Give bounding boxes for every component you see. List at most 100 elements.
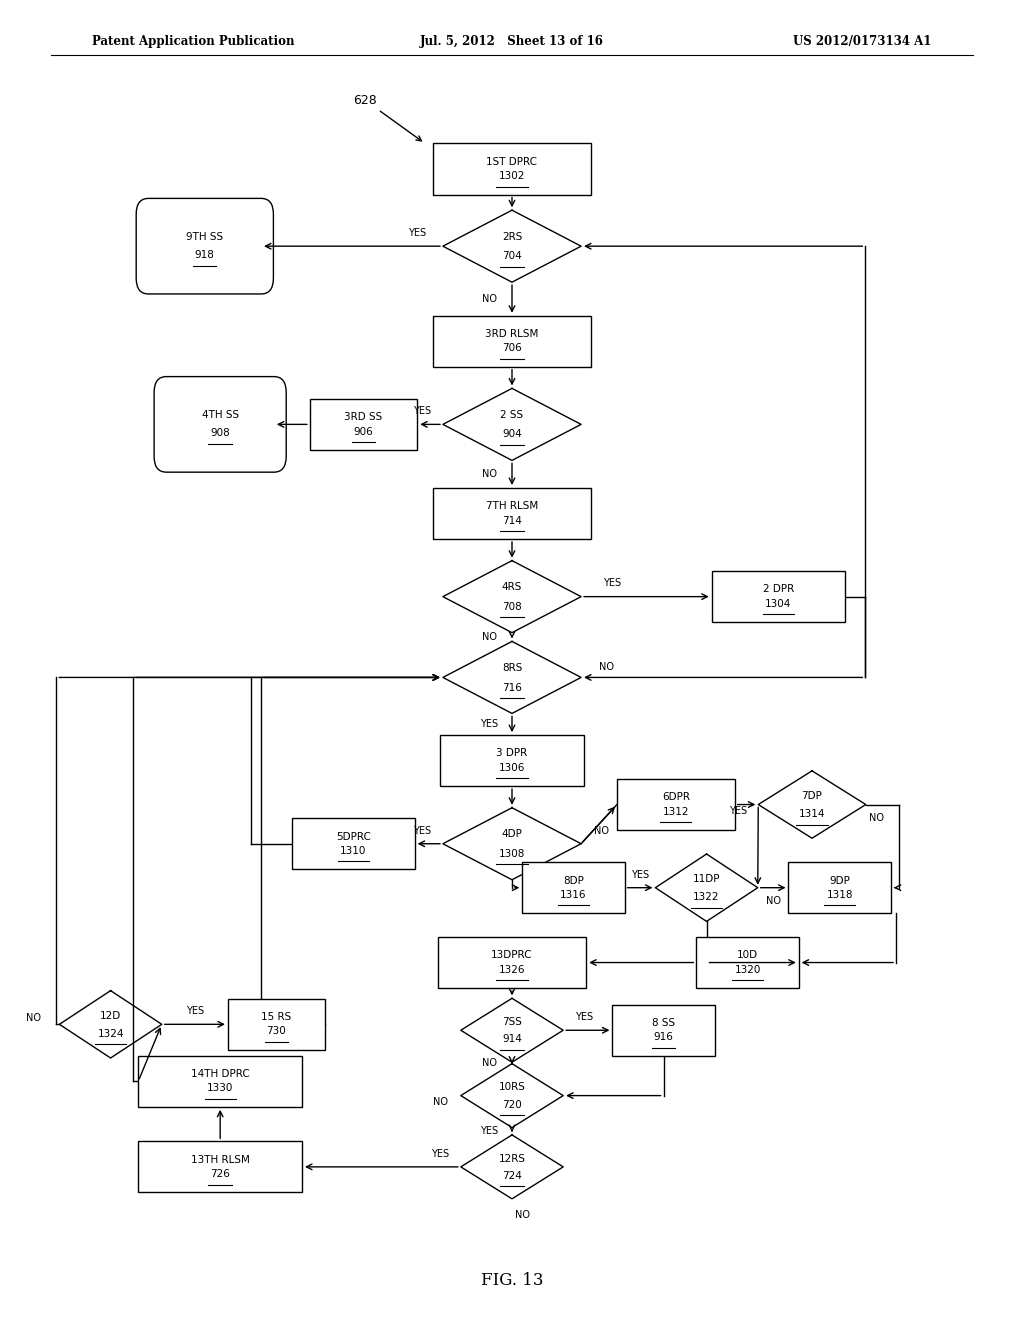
Bar — [432, 488, 592, 539]
Text: 726: 726 — [210, 1170, 230, 1179]
Text: FIG. 13: FIG. 13 — [480, 1272, 544, 1288]
Text: NO: NO — [766, 896, 780, 906]
Text: NO: NO — [868, 813, 884, 822]
Polygon shape — [655, 854, 758, 921]
Text: YES: YES — [431, 1148, 450, 1159]
Text: 1318: 1318 — [826, 890, 853, 900]
Text: YES: YES — [480, 1126, 499, 1137]
Text: 14TH DPRC: 14TH DPRC — [190, 1069, 250, 1080]
Text: Jul. 5, 2012   Sheet 13 of 16: Jul. 5, 2012 Sheet 13 of 16 — [420, 34, 604, 48]
Text: NO: NO — [433, 1097, 447, 1107]
Text: 10D: 10D — [737, 950, 758, 961]
Text: 7SS: 7SS — [502, 1016, 522, 1027]
Text: NO: NO — [27, 1012, 41, 1023]
Text: 12D: 12D — [100, 1011, 121, 1020]
Text: 7DP: 7DP — [802, 791, 822, 801]
Text: 704: 704 — [502, 251, 522, 261]
Text: 2 SS: 2 SS — [501, 411, 523, 420]
Text: 1322: 1322 — [693, 892, 720, 902]
Text: 10RS: 10RS — [499, 1082, 525, 1092]
Polygon shape — [758, 771, 866, 838]
FancyBboxPatch shape — [136, 198, 273, 294]
Text: 4TH SS: 4TH SS — [202, 411, 239, 421]
Text: US 2012/0173134 A1: US 2012/0173134 A1 — [794, 34, 932, 48]
Text: 916: 916 — [653, 1032, 674, 1043]
Bar — [712, 572, 845, 622]
Text: 2RS: 2RS — [502, 232, 522, 242]
Text: NO: NO — [599, 661, 614, 672]
Text: 1ST DPRC: 1ST DPRC — [486, 157, 538, 166]
Polygon shape — [442, 388, 582, 461]
Text: 1306: 1306 — [499, 763, 525, 772]
Polygon shape — [442, 642, 582, 713]
Text: NO: NO — [594, 825, 609, 836]
Text: Patent Application Publication: Patent Application Publication — [92, 34, 295, 48]
Text: 8DP: 8DP — [563, 875, 584, 886]
Text: 708: 708 — [502, 602, 522, 611]
Text: 13TH RLSM: 13TH RLSM — [190, 1155, 250, 1164]
Text: 5DPRC: 5DPRC — [336, 832, 371, 842]
Text: YES: YES — [729, 807, 746, 816]
Text: YES: YES — [414, 825, 431, 836]
Text: 706: 706 — [502, 343, 522, 354]
Text: 7TH RLSM: 7TH RLSM — [485, 502, 539, 511]
Text: YES: YES — [409, 228, 426, 238]
Text: YES: YES — [631, 870, 649, 879]
Text: 1314: 1314 — [799, 809, 825, 818]
Text: 11DP: 11DP — [693, 874, 720, 884]
Polygon shape — [442, 808, 582, 879]
Text: 3RD RLSM: 3RD RLSM — [485, 329, 539, 339]
Bar — [138, 1142, 302, 1192]
Text: 1316: 1316 — [560, 890, 587, 900]
Text: 1312: 1312 — [663, 807, 689, 817]
Text: 724: 724 — [502, 1171, 522, 1181]
Bar — [440, 735, 584, 787]
Text: YES: YES — [603, 578, 621, 589]
FancyBboxPatch shape — [154, 376, 286, 473]
Bar — [788, 862, 891, 913]
Bar — [522, 862, 625, 913]
Bar — [228, 999, 326, 1049]
Bar — [432, 144, 592, 194]
Text: 4RS: 4RS — [502, 582, 522, 593]
Text: 730: 730 — [266, 1027, 287, 1036]
Bar — [292, 818, 415, 870]
Text: YES: YES — [574, 1012, 593, 1022]
Text: 1308: 1308 — [499, 849, 525, 859]
Text: 2 DPR: 2 DPR — [763, 585, 794, 594]
Text: 15 RS: 15 RS — [261, 1012, 292, 1022]
Text: 918: 918 — [195, 249, 215, 260]
Text: NO: NO — [482, 294, 497, 304]
Text: 1320: 1320 — [734, 965, 761, 974]
Text: 908: 908 — [210, 428, 230, 438]
Text: 1326: 1326 — [499, 965, 525, 974]
Text: 12RS: 12RS — [499, 1154, 525, 1163]
Bar — [438, 937, 586, 989]
Text: 1304: 1304 — [765, 599, 792, 609]
Text: 3 DPR: 3 DPR — [497, 748, 527, 759]
Text: 3RD SS: 3RD SS — [344, 412, 383, 422]
Text: 1324: 1324 — [97, 1028, 124, 1039]
Bar — [696, 937, 799, 989]
Polygon shape — [59, 990, 162, 1059]
Text: 906: 906 — [353, 426, 374, 437]
Text: 8 SS: 8 SS — [652, 1018, 675, 1028]
Bar — [309, 399, 418, 450]
Text: 4DP: 4DP — [502, 829, 522, 840]
Text: YES: YES — [414, 407, 431, 416]
Text: 9DP: 9DP — [829, 875, 850, 886]
Polygon shape — [442, 561, 582, 632]
Text: 1302: 1302 — [499, 172, 525, 181]
Text: 720: 720 — [502, 1100, 522, 1110]
Text: 628: 628 — [353, 94, 422, 141]
Text: YES: YES — [480, 719, 499, 729]
Text: 6DPR: 6DPR — [662, 792, 690, 803]
Bar — [612, 1005, 715, 1056]
Text: NO: NO — [482, 1057, 497, 1068]
Text: 914: 914 — [502, 1034, 522, 1044]
Polygon shape — [461, 998, 563, 1063]
Polygon shape — [461, 1135, 563, 1199]
Text: 8RS: 8RS — [502, 663, 522, 673]
Bar — [616, 779, 735, 830]
Text: NO: NO — [482, 469, 497, 479]
